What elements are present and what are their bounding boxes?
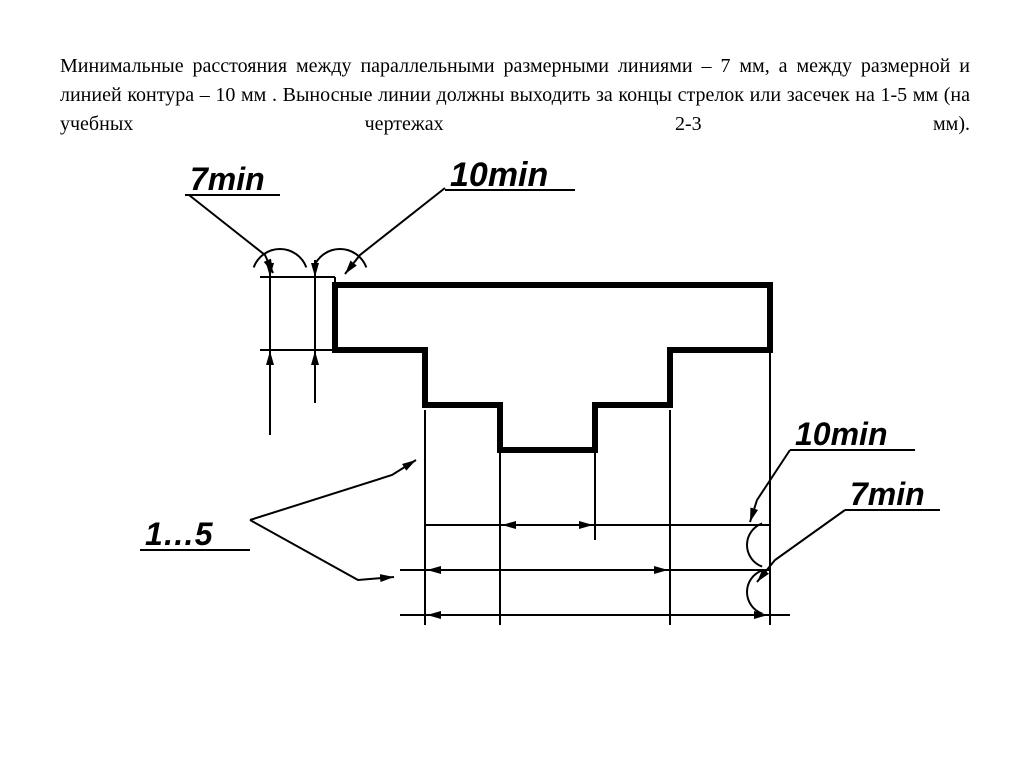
seven-min-right-label: 7min (850, 476, 925, 512)
ten-min-right-label: 10min (795, 416, 887, 452)
description-text: Минимальные расстояния между параллельны… (60, 52, 970, 139)
page: Минимальные расстояния между параллельны… (0, 0, 1024, 767)
seven-min-top-label: 7min (190, 161, 265, 197)
ten-min-top-label: 10min (450, 156, 548, 194)
diagram-svg: 7min 10min 1…5 10min 7min (90, 150, 940, 740)
one-five-label: 1…5 (145, 516, 214, 552)
technical-diagram: 7min 10min 1…5 10min 7min (90, 150, 940, 740)
